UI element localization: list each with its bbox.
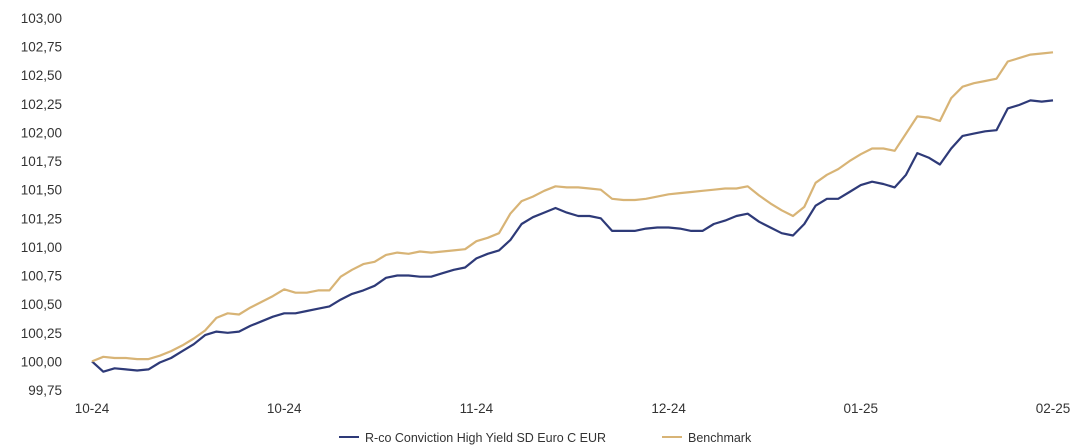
legend-label-series-1: R-co Conviction High Yield SD Euro C EUR [365, 431, 606, 445]
series-line-1 [91, 99, 1054, 373]
y-tick-label: 100,25 [21, 326, 62, 341]
y-tick-label: 101,00 [21, 240, 62, 255]
x-axis-ticks: 10-24 10-24 11-24 12-24 01-25 02-25 [75, 401, 1071, 416]
y-tick-label: 100,50 [21, 297, 62, 312]
y-tick-label: 102,25 [21, 97, 62, 112]
x-tick-label: 12-24 [651, 401, 686, 416]
x-tick-label: 02-25 [1036, 401, 1071, 416]
series-lines [91, 51, 1054, 373]
y-tick-label: 102,75 [21, 40, 62, 55]
y-tick-label: 100,00 [21, 354, 62, 369]
y-tick-label: 100,75 [21, 269, 62, 284]
x-tick-label: 11-24 [460, 401, 494, 416]
y-tick-label: 101,50 [21, 183, 62, 198]
x-tick-label: 10-24 [75, 401, 110, 416]
y-tick-label: 102,50 [21, 68, 62, 83]
y-tick-label: 102,00 [21, 125, 62, 140]
y-axis-ticks: 103,00 102,75 102,50 102,25 102,00 101,75 101,… [21, 11, 62, 398]
x-tick-label: 10-24 [267, 401, 302, 416]
y-tick-label: 101,25 [21, 211, 62, 226]
legend-label-series-2: Benchmark [688, 431, 752, 445]
y-tick-label: 101,75 [21, 154, 62, 169]
y-tick-label: 99,75 [28, 383, 62, 398]
x-tick-label: 01-25 [844, 401, 879, 416]
y-tick-label: 103,00 [21, 11, 62, 26]
legend: R-co Conviction High Yield SD Euro C EUR… [339, 431, 752, 445]
series-line-2 [91, 51, 1054, 363]
